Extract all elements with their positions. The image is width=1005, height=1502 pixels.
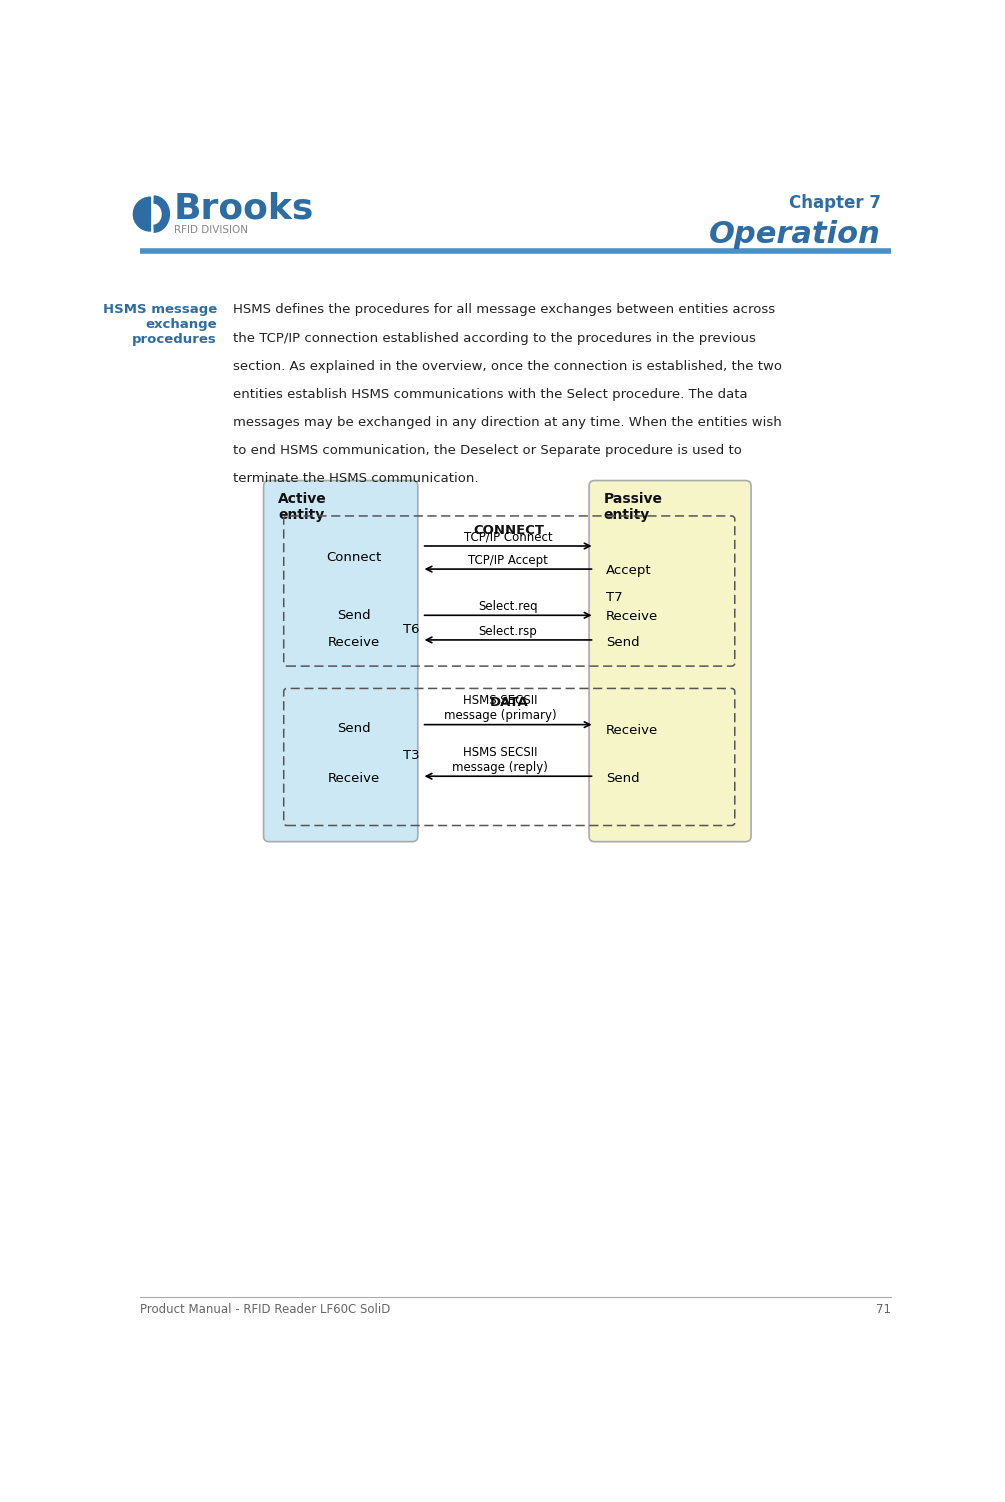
Text: terminate the HSMS communication.: terminate the HSMS communication. (232, 472, 478, 485)
Text: DATA: DATA (489, 695, 529, 709)
Text: HSMS defines the procedures for all message exchanges between entities across: HSMS defines the procedures for all mess… (232, 303, 775, 317)
FancyBboxPatch shape (263, 481, 418, 841)
Text: HSMS SECSII
message (reply): HSMS SECSII message (reply) (452, 746, 549, 774)
Text: HSMS SECSII
message (primary): HSMS SECSII message (primary) (444, 694, 557, 722)
Text: entities establish HSMS communications with the Select procedure. The data: entities establish HSMS communications w… (232, 388, 747, 401)
Text: T3: T3 (403, 749, 419, 762)
Text: RFID DIVISION: RFID DIVISION (174, 224, 247, 234)
Text: Send: Send (606, 635, 640, 649)
Text: CONNECT: CONNECT (473, 524, 545, 536)
Text: Accept: Accept (606, 565, 652, 577)
Text: Receive: Receive (606, 724, 658, 736)
Text: the TCP/IP connection established according to the procedures in the previous: the TCP/IP connection established accord… (232, 332, 756, 344)
Text: 71: 71 (875, 1302, 890, 1316)
Text: T7: T7 (606, 592, 623, 604)
Text: Send: Send (606, 772, 640, 786)
Text: Passive
entity: Passive entity (604, 493, 663, 523)
Text: Receive: Receive (606, 610, 658, 623)
Text: Chapter 7: Chapter 7 (789, 194, 881, 212)
Text: Receive: Receive (328, 772, 380, 786)
Text: Operation: Operation (710, 219, 881, 249)
Text: section. As explained in the overview, once the connection is established, the t: section. As explained in the overview, o… (232, 359, 782, 372)
Text: T6: T6 (403, 623, 419, 637)
Text: Select.req: Select.req (478, 599, 538, 613)
Text: Send: Send (338, 722, 371, 734)
Text: TCP/IP Connect: TCP/IP Connect (463, 530, 553, 544)
Text: TCP/IP Accept: TCP/IP Accept (468, 554, 548, 566)
Text: Receive: Receive (328, 635, 380, 649)
Text: messages may be exchanged in any direction at any time. When the entities wish: messages may be exchanged in any directi… (232, 416, 781, 430)
Text: Active
entity: Active entity (278, 493, 327, 523)
FancyBboxPatch shape (589, 481, 751, 841)
Wedge shape (134, 197, 151, 231)
Text: HSMS message
exchange
procedures: HSMS message exchange procedures (103, 303, 217, 347)
Text: Select.rsp: Select.rsp (478, 625, 538, 638)
Text: Send: Send (338, 608, 371, 622)
Text: Product Manual - RFID Reader LF60C SoliD: Product Manual - RFID Reader LF60C SoliD (140, 1302, 390, 1316)
Text: Connect: Connect (327, 551, 382, 565)
Text: to end HSMS communication, the Deselect or Separate procedure is used to: to end HSMS communication, the Deselect … (232, 445, 742, 457)
Text: Brooks: Brooks (174, 192, 314, 225)
